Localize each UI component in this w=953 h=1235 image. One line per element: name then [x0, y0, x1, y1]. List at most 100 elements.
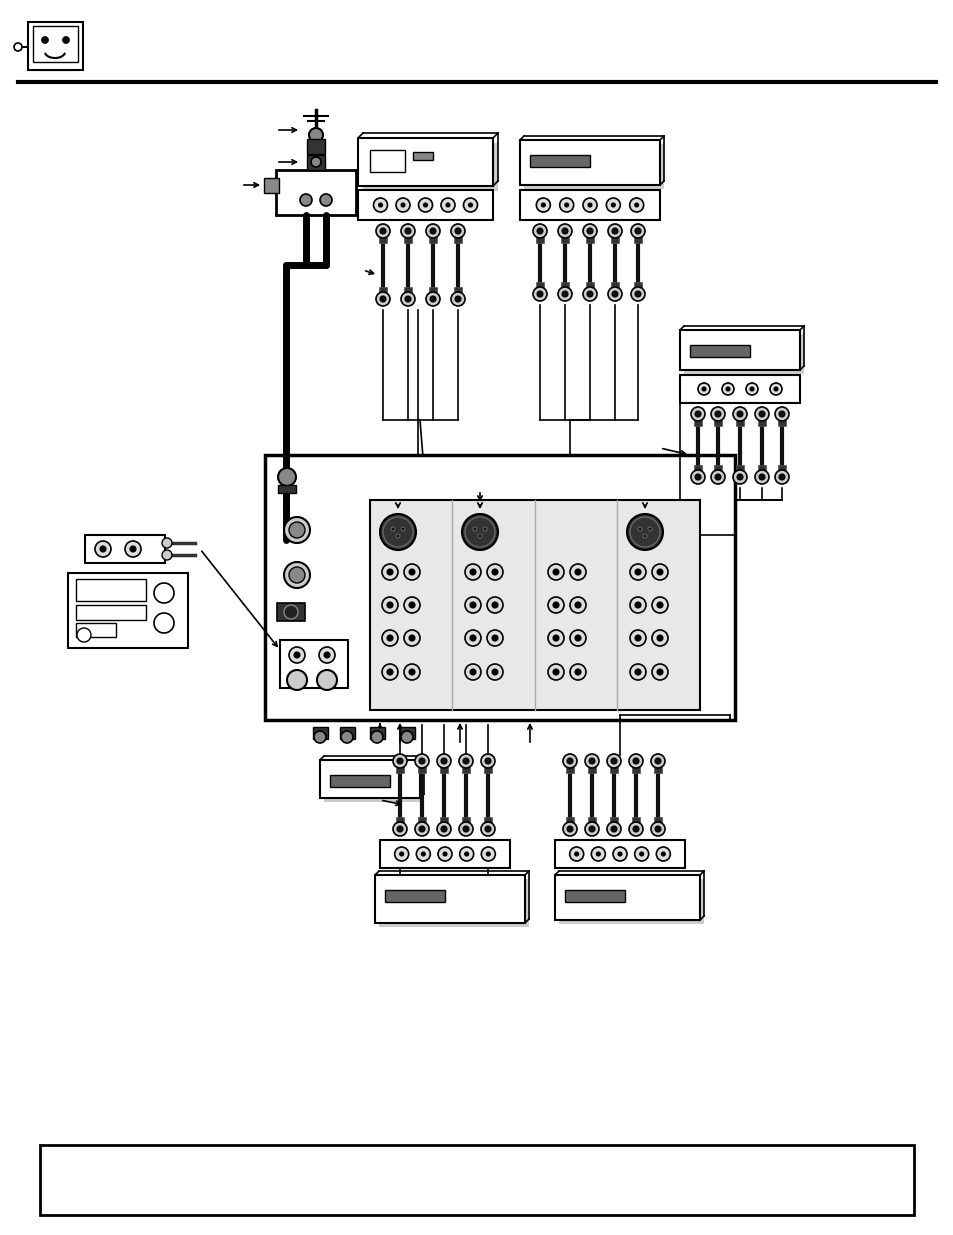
Bar	[76, 579, 146, 601]
Circle shape	[403, 597, 419, 613]
Bar	[683, 333, 803, 374]
Circle shape	[714, 474, 720, 480]
Circle shape	[418, 826, 424, 832]
Circle shape	[651, 564, 667, 580]
Circle shape	[387, 635, 393, 641]
Bar	[395, 764, 403, 773]
Circle shape	[455, 228, 460, 233]
Bar	[399, 727, 415, 739]
Circle shape	[400, 291, 415, 306]
Circle shape	[374, 198, 387, 212]
Circle shape	[400, 527, 405, 531]
Circle shape	[779, 474, 784, 480]
Circle shape	[690, 408, 704, 421]
Circle shape	[629, 597, 645, 613]
Bar	[307, 156, 325, 170]
Circle shape	[562, 823, 577, 836]
Circle shape	[774, 471, 788, 484]
Circle shape	[533, 287, 546, 301]
Circle shape	[650, 823, 664, 836]
Bar	[378, 235, 387, 243]
Bar	[385, 890, 444, 902]
Circle shape	[400, 224, 415, 238]
Circle shape	[311, 157, 320, 167]
Bar	[68, 573, 188, 648]
Circle shape	[629, 630, 645, 646]
Circle shape	[635, 669, 640, 676]
Circle shape	[732, 408, 746, 421]
Circle shape	[754, 471, 768, 484]
Circle shape	[642, 534, 646, 538]
Circle shape	[463, 198, 477, 212]
Circle shape	[415, 755, 429, 768]
Bar	[429, 287, 436, 295]
Circle shape	[426, 291, 439, 306]
Bar	[631, 818, 639, 825]
Circle shape	[100, 546, 106, 552]
Circle shape	[464, 630, 480, 646]
Bar	[265, 454, 734, 720]
Circle shape	[153, 583, 173, 603]
Circle shape	[289, 522, 305, 538]
Bar	[357, 138, 493, 186]
Circle shape	[769, 383, 781, 395]
Circle shape	[393, 755, 407, 768]
Bar	[585, 282, 594, 290]
Bar	[339, 727, 355, 739]
Circle shape	[629, 564, 645, 580]
Circle shape	[575, 569, 580, 576]
Circle shape	[586, 291, 593, 296]
Circle shape	[284, 517, 310, 543]
Circle shape	[162, 538, 172, 548]
Bar	[277, 485, 295, 493]
Circle shape	[732, 471, 746, 484]
Bar	[417, 818, 426, 825]
Circle shape	[391, 527, 395, 531]
Circle shape	[318, 647, 335, 663]
Circle shape	[319, 194, 332, 206]
Circle shape	[436, 755, 451, 768]
Circle shape	[451, 291, 464, 306]
Bar	[313, 727, 328, 739]
Circle shape	[754, 408, 768, 421]
Circle shape	[628, 823, 642, 836]
Circle shape	[464, 852, 468, 856]
Circle shape	[610, 758, 617, 764]
Circle shape	[553, 669, 558, 676]
Circle shape	[477, 534, 481, 538]
Circle shape	[464, 517, 495, 547]
Bar	[357, 190, 493, 220]
Circle shape	[651, 664, 667, 680]
Bar	[76, 605, 146, 620]
Circle shape	[533, 224, 546, 238]
Bar	[587, 818, 596, 825]
Circle shape	[299, 194, 312, 206]
Circle shape	[547, 664, 563, 680]
Circle shape	[379, 296, 386, 303]
Bar	[264, 178, 278, 193]
Circle shape	[340, 731, 353, 743]
Circle shape	[316, 671, 336, 690]
Circle shape	[695, 411, 700, 417]
Bar	[565, 818, 574, 825]
Circle shape	[537, 228, 542, 233]
Circle shape	[547, 564, 563, 580]
Bar	[610, 282, 618, 290]
Circle shape	[695, 474, 700, 480]
Circle shape	[634, 847, 648, 861]
Circle shape	[482, 527, 486, 531]
Circle shape	[458, 823, 473, 836]
Circle shape	[773, 387, 778, 391]
Circle shape	[446, 203, 450, 207]
Circle shape	[430, 296, 436, 303]
Circle shape	[396, 826, 402, 832]
Bar	[713, 417, 721, 426]
Circle shape	[647, 527, 651, 531]
Circle shape	[455, 296, 460, 303]
Circle shape	[484, 826, 491, 832]
Bar	[276, 603, 305, 621]
Circle shape	[486, 664, 502, 680]
Bar	[454, 235, 461, 243]
Circle shape	[650, 755, 664, 768]
Circle shape	[403, 630, 419, 646]
